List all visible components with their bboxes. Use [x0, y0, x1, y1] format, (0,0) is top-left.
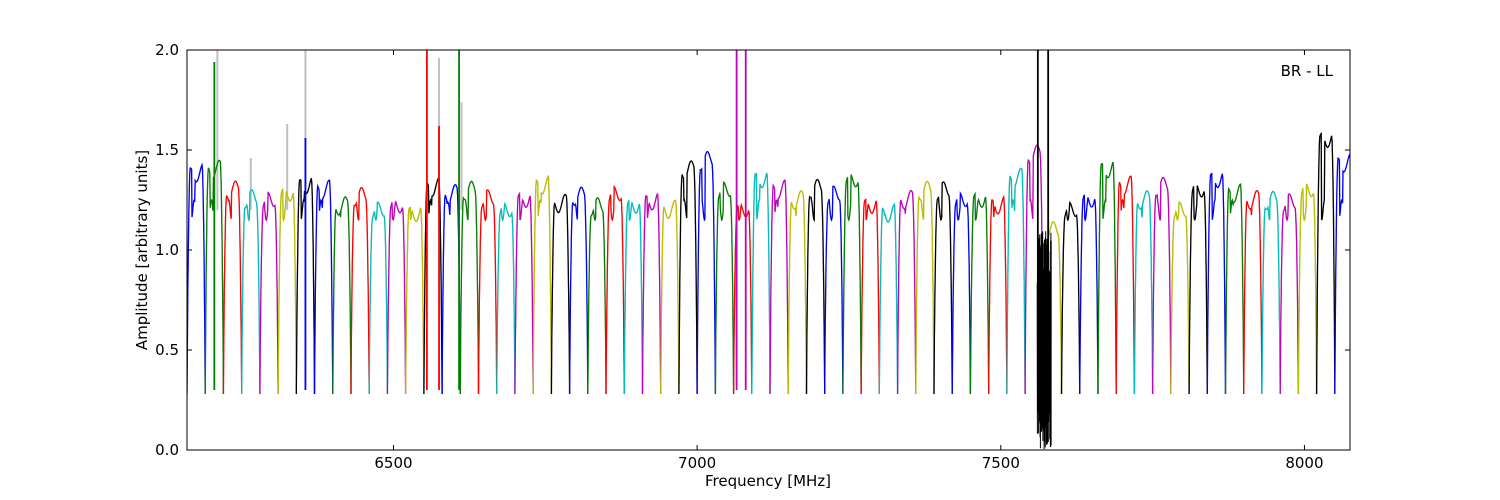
- rfi-dense-region: [1037, 231, 1051, 449]
- y-tick-label: 1.0: [155, 241, 179, 259]
- x-tick-label: 6500: [374, 454, 412, 472]
- y-tick-label: 0.0: [155, 441, 179, 459]
- x-tick-label: 8000: [1285, 454, 1323, 472]
- x-tick-label: 7000: [678, 454, 716, 472]
- x-tick-label: 7500: [982, 454, 1020, 472]
- y-tick-label: 0.5: [155, 341, 179, 359]
- x-axis-label: Frequency [MHz]: [705, 472, 831, 490]
- y-tick-label: 1.5: [155, 141, 179, 159]
- y-tick-label: 2.0: [155, 41, 179, 59]
- y-axis-label: Amplitude [arbitrary units]: [133, 150, 151, 350]
- baseline-annotation: BR - LL: [1281, 62, 1334, 80]
